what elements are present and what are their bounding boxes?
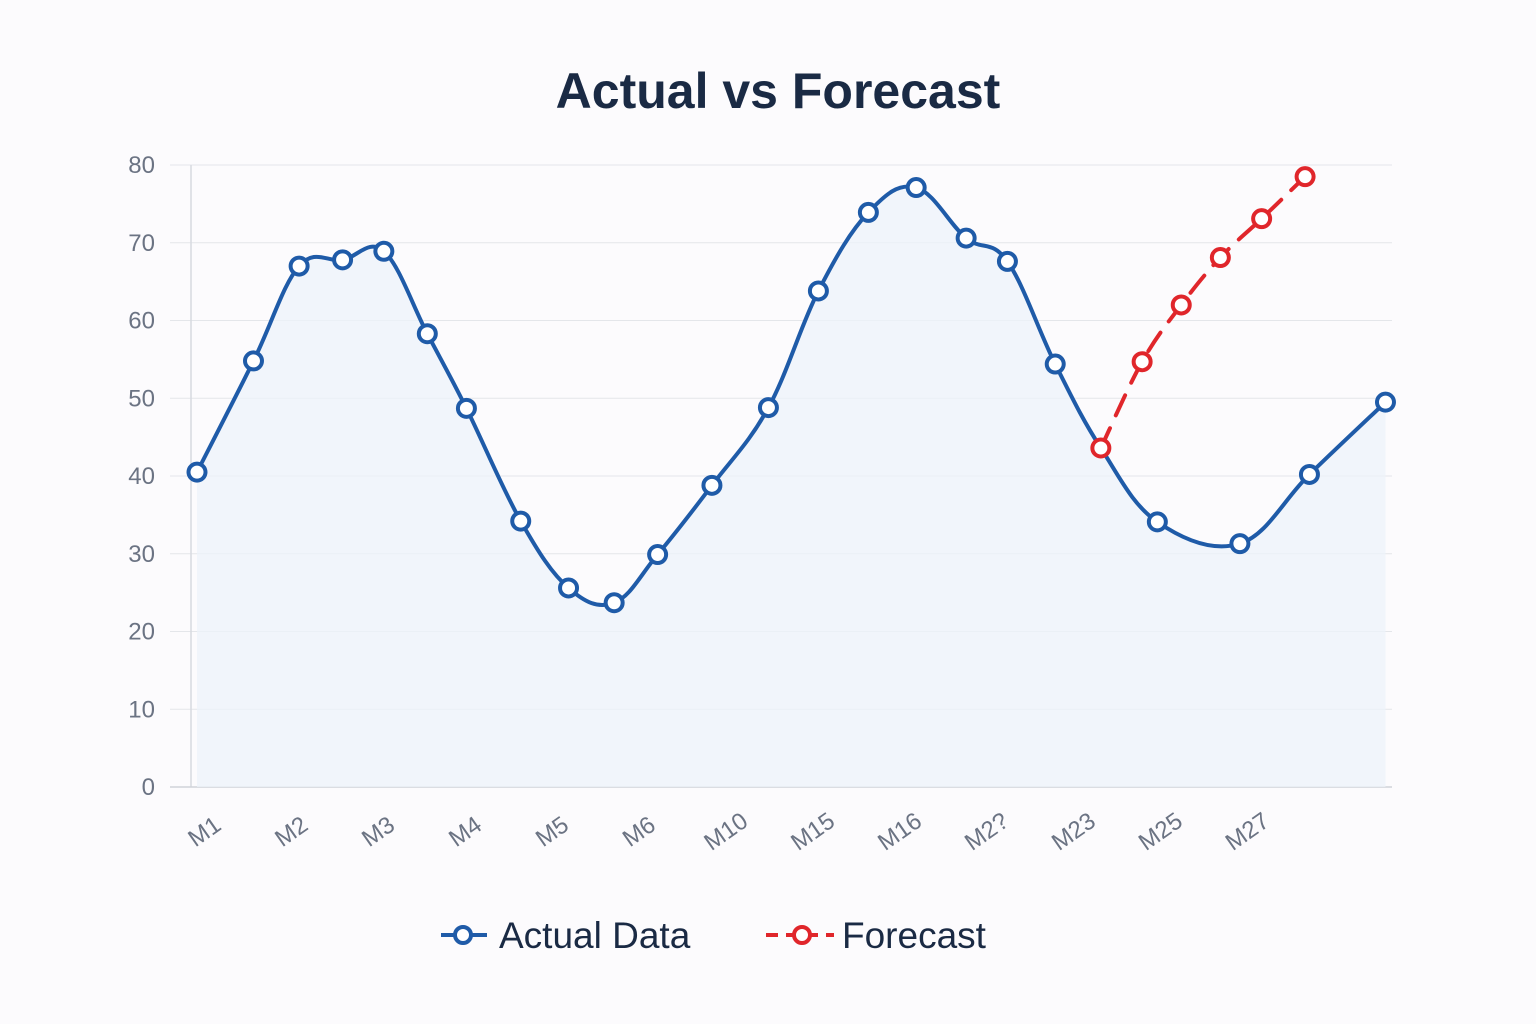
area-fills	[197, 186, 1386, 788]
point-forecast-0	[1090, 437, 1112, 459]
y-tick-label-10: 10	[128, 696, 155, 723]
y-tick-label-40: 40	[128, 463, 155, 490]
chart-title: Actual vs Forecast	[556, 63, 1001, 119]
legend-forecast-label: Forecast	[842, 915, 987, 956]
point-actual-data-5	[416, 323, 438, 345]
point-actual-data-4	[373, 240, 395, 262]
x-tick-label-M5: M5	[531, 811, 574, 852]
point-actual-data-23	[1374, 391, 1396, 413]
x-tick-label-M6: M6	[618, 811, 661, 852]
legend: Actual Data Forecast	[441, 915, 987, 956]
point-actual-data-20	[1146, 511, 1168, 533]
x-tick-label-M2: M2	[270, 811, 313, 852]
legend-actual-marker	[453, 925, 473, 945]
line-forecast	[1098, 174, 1308, 451]
point-actual-data-9	[603, 592, 625, 614]
y-tick-label-30: 30	[128, 541, 155, 568]
x-tick-label-M23: M23	[1047, 807, 1101, 856]
point-actual-data-10	[647, 544, 669, 566]
y-axis-tick-labels: 0 10 20 30 40 50 60 70 80	[128, 152, 155, 801]
x-tick-label-M4: M4	[444, 811, 487, 852]
point-actual-data-17	[996, 250, 1018, 272]
point-actual-data-11	[701, 474, 723, 496]
y-tick-label-50: 50	[128, 385, 155, 412]
x-tick-label-M15: M15	[786, 807, 840, 856]
x-tick-label-M27: M27	[1221, 807, 1275, 856]
y-tick-label-60: 60	[128, 308, 155, 335]
point-actual-data-16	[955, 227, 977, 249]
area-actual-data	[197, 186, 1386, 788]
point-actual-data-3	[332, 249, 354, 271]
point-forecast-5	[1294, 166, 1316, 188]
point-actual-data-22	[1298, 463, 1320, 485]
point-actual-data-12	[757, 397, 779, 419]
series-markers	[186, 166, 1396, 614]
point-actual-data-2	[288, 255, 310, 277]
point-actual-data-1	[242, 350, 264, 372]
point-actual-data-14	[857, 201, 879, 223]
point-actual-data-6	[455, 397, 477, 419]
x-tick-label-M3: M3	[357, 811, 400, 852]
point-forecast-2	[1170, 294, 1192, 316]
point-forecast-4	[1251, 208, 1273, 230]
point-actual-data-18	[1044, 353, 1066, 375]
point-forecast-3	[1209, 247, 1231, 269]
x-tick-label-M25: M25	[1134, 807, 1188, 856]
x-tick-label-M16: M16	[873, 807, 927, 856]
legend-forecast-marker	[792, 925, 812, 945]
legend-actual-label: Actual Data	[499, 915, 691, 956]
point-actual-data-21	[1229, 533, 1251, 555]
point-actual-data-0	[186, 461, 208, 483]
point-actual-data-8	[558, 577, 580, 599]
x-tick-label-M10: M10	[699, 807, 753, 856]
point-actual-data-13	[807, 280, 829, 302]
x-tick-label-M1: M1	[183, 811, 226, 852]
point-actual-data-15	[905, 177, 927, 199]
point-actual-data-7	[510, 510, 532, 532]
y-tick-label-20: 20	[128, 619, 155, 646]
point-forecast-1	[1131, 351, 1153, 373]
x-tick-label-M2?: M2?	[960, 807, 1014, 856]
y-tick-label-70: 70	[128, 230, 155, 257]
y-tick-label-0: 0	[142, 774, 155, 801]
x-axis-tick-labels: M1 M2 M3 M4 M5 M6 M10 M15 M16 M2? M23 M25 M27	[183, 807, 1274, 856]
y-tick-label-80: 80	[128, 152, 155, 179]
